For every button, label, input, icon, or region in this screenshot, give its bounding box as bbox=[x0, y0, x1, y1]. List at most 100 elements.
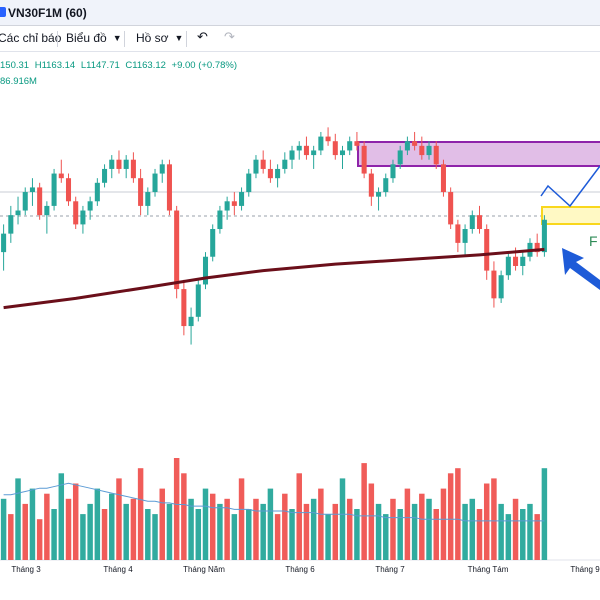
candle-body bbox=[498, 275, 504, 299]
volume-bar bbox=[159, 488, 165, 560]
toolbar-divider bbox=[186, 31, 187, 47]
volume-bar bbox=[289, 509, 295, 560]
volume-bar bbox=[224, 498, 230, 560]
volume-ma-line bbox=[3, 482, 545, 522]
volume-bar bbox=[411, 503, 418, 560]
candle-body bbox=[368, 173, 374, 197]
candle-body bbox=[145, 192, 151, 206]
volume-bar bbox=[368, 483, 375, 560]
redo-icon[interactable]: ↷ bbox=[224, 29, 235, 44]
volume-bar bbox=[101, 509, 108, 560]
volume-bar bbox=[469, 498, 476, 560]
volume-bar bbox=[58, 473, 65, 560]
candle-body bbox=[476, 215, 483, 230]
volume-bar bbox=[36, 519, 43, 560]
candle-body bbox=[303, 145, 309, 156]
annotation-label: F bbox=[589, 233, 598, 249]
candle-body bbox=[231, 201, 237, 206]
candle-body bbox=[44, 205, 50, 216]
volume-bar bbox=[491, 478, 497, 560]
indicators-button[interactable]: Các chỉ báo bbox=[0, 31, 61, 45]
candle-body bbox=[383, 178, 389, 193]
undo-icon[interactable]: ↶ bbox=[197, 29, 208, 44]
candle-body bbox=[491, 270, 497, 299]
candle-body bbox=[166, 164, 172, 211]
candle-body bbox=[520, 256, 526, 266]
candle-body bbox=[505, 256, 511, 276]
volume-bar bbox=[419, 493, 425, 560]
volume-bar bbox=[51, 509, 57, 560]
profile-button[interactable]: Hồ sơ ▼ bbox=[136, 31, 183, 45]
x-axis: Tháng 3 Tháng 4 Tháng Năm Tháng 6 Tháng 7 Thá… bbox=[11, 565, 600, 574]
volume-bar bbox=[527, 503, 533, 560]
candle-body bbox=[130, 159, 136, 179]
candle-body bbox=[15, 210, 21, 216]
candle-body bbox=[534, 242, 540, 253]
chevron-down-icon: ▼ bbox=[112, 33, 122, 43]
candle-body bbox=[332, 141, 338, 156]
candle-body bbox=[102, 168, 108, 183]
candle-body bbox=[347, 141, 353, 151]
volume-bar bbox=[267, 488, 274, 560]
candle-body bbox=[318, 136, 324, 151]
candle-body bbox=[210, 229, 216, 257]
chevron-down-icon: ▼ bbox=[174, 33, 184, 43]
volume-bar bbox=[137, 468, 144, 560]
volume-bar bbox=[483, 483, 490, 560]
support-zone bbox=[541, 206, 600, 225]
toolbar-divider bbox=[57, 31, 58, 47]
volume-bar bbox=[123, 503, 129, 560]
chart-type-button[interactable]: Biểu đồ ▼ bbox=[66, 31, 122, 45]
volume-bar bbox=[541, 468, 548, 560]
candle-body bbox=[22, 192, 28, 211]
candle-body bbox=[440, 164, 446, 193]
legend-low: L1147.71 bbox=[80, 60, 120, 71]
candle-body bbox=[376, 192, 382, 197]
candle-body bbox=[513, 256, 519, 266]
volume-bar bbox=[282, 493, 288, 560]
volume-legend: 86.916M bbox=[0, 76, 37, 87]
volume-bar bbox=[346, 498, 353, 560]
volume-bar bbox=[130, 498, 137, 560]
volume-bar bbox=[217, 503, 223, 560]
volume-bar bbox=[296, 473, 302, 560]
legend-open: 150.31 bbox=[0, 60, 30, 71]
candle-body bbox=[109, 159, 115, 169]
volume-bar bbox=[455, 468, 461, 560]
candlestick-series bbox=[1, 127, 547, 345]
volume-bar bbox=[145, 509, 151, 560]
candle-body bbox=[260, 159, 266, 169]
candle-body bbox=[311, 150, 317, 156]
volume-bar bbox=[246, 509, 252, 560]
candle-body bbox=[541, 219, 547, 253]
candle-body bbox=[282, 159, 288, 169]
volume-bar bbox=[181, 473, 187, 560]
candle-body bbox=[1, 233, 7, 253]
candle-body bbox=[390, 164, 396, 179]
volume-bar bbox=[238, 478, 245, 560]
toolbar-divider bbox=[124, 31, 125, 47]
candle-body bbox=[181, 289, 187, 327]
candle-body bbox=[484, 229, 490, 271]
legend-high: H1163.14 bbox=[34, 60, 76, 71]
legend-change: +9.00 (+0.78%) bbox=[171, 60, 238, 71]
candle-body bbox=[448, 192, 454, 225]
candle-body bbox=[195, 284, 201, 317]
volume-bar bbox=[29, 488, 36, 560]
profile-label: Hồ sơ bbox=[136, 31, 169, 45]
x-axis-tick-label: Tháng Năm bbox=[183, 565, 225, 574]
volume-bar bbox=[354, 509, 360, 560]
candle-body bbox=[289, 150, 295, 160]
volume-bar bbox=[44, 493, 50, 560]
candle-body bbox=[65, 178, 72, 202]
candle-body bbox=[419, 145, 425, 156]
volume-bar bbox=[433, 509, 439, 560]
candle-body bbox=[426, 145, 432, 156]
volume-bar bbox=[173, 458, 180, 560]
volume-bar bbox=[195, 509, 202, 560]
candle-body bbox=[116, 159, 122, 169]
volume-bar bbox=[361, 463, 367, 560]
candle-body bbox=[94, 182, 100, 202]
volume-bar bbox=[520, 509, 526, 560]
